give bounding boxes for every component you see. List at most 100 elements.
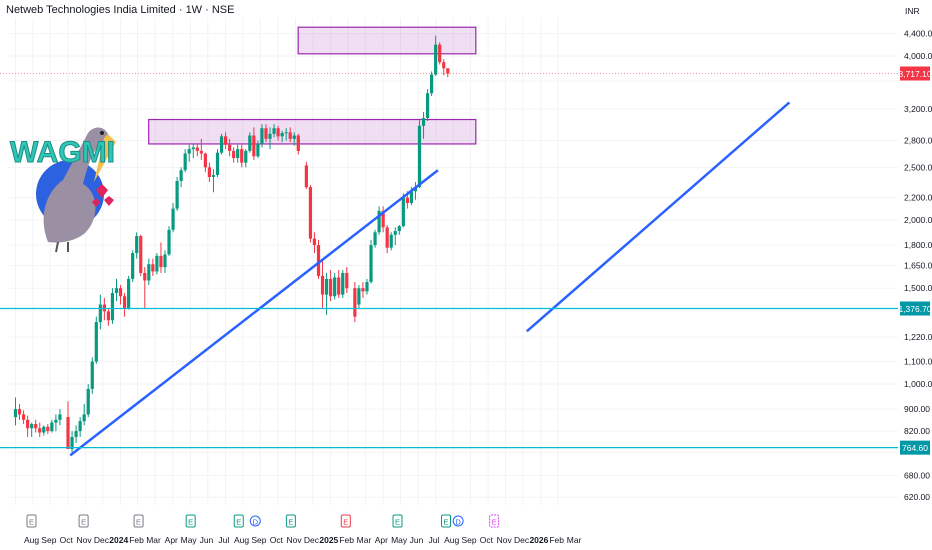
- candle-body: [131, 253, 135, 279]
- logo-text: WAGMI: [10, 136, 115, 169]
- time-tick-label: 2025: [319, 535, 338, 545]
- candle-body: [252, 135, 256, 157]
- dividend-marker[interactable]: D: [452, 515, 464, 527]
- dividend-marker[interactable]: D: [249, 515, 261, 527]
- earnings-marker[interactable]: E: [233, 514, 244, 528]
- candle-body: [98, 304, 102, 323]
- resistance-zone: [148, 118, 477, 145]
- time-tick-label: Jun: [200, 535, 214, 545]
- price-label-bg: [900, 440, 930, 455]
- event-marker-label: E: [395, 518, 400, 527]
- candle-body: [248, 135, 252, 151]
- candle-body: [405, 197, 409, 204]
- event-marker-label: D: [253, 518, 259, 527]
- time-tick-label: May: [181, 535, 198, 545]
- candle-body: [86, 388, 90, 415]
- candle-body: [308, 187, 313, 239]
- time-tick-label: Oct: [480, 535, 494, 545]
- candle-body: [244, 150, 248, 163]
- candle-body: [82, 414, 86, 422]
- candle-body: [369, 245, 373, 282]
- candle-body: [284, 132, 288, 134]
- event-marker-label: E: [29, 518, 34, 527]
- time-tick-label: 2024: [109, 535, 128, 545]
- candle-body: [17, 409, 22, 415]
- candle-body: [409, 191, 414, 204]
- candle-body: [268, 133, 272, 139]
- candle-body: [316, 245, 321, 276]
- candle-body: [155, 255, 159, 272]
- time-tick-label: Sep: [251, 535, 266, 545]
- candle-body: [179, 170, 183, 181]
- earnings-marker[interactable]: E: [392, 514, 403, 528]
- candle-body: [171, 208, 175, 230]
- candle-body: [30, 423, 34, 429]
- candle-body: [288, 132, 292, 139]
- time-tick-label: Nov: [497, 535, 513, 545]
- candle-body: [425, 93, 430, 118]
- time-tick-label: Nov: [287, 535, 303, 545]
- price-tick-label: 1,650.00: [904, 261, 932, 271]
- candle-body: [122, 296, 127, 308]
- candle-body: [421, 117, 426, 126]
- candle-body: [135, 236, 139, 254]
- logo-beak: [94, 134, 116, 182]
- price-tick-label: 2,800.00: [904, 136, 932, 146]
- trendline: [525, 101, 791, 333]
- time-tick-label: Jul: [428, 535, 439, 545]
- time-tick-label: Dec: [304, 535, 320, 545]
- price-tick-label: 2,200.00: [904, 193, 932, 203]
- candle-body: [70, 436, 74, 450]
- earnings-marker[interactable]: E: [285, 514, 296, 528]
- candle-body: [337, 277, 341, 295]
- earnings-marker[interactable]: E: [78, 514, 89, 528]
- candle-body: [38, 428, 42, 433]
- price-label: 1,376.70: [898, 304, 931, 314]
- candle-body: [292, 135, 296, 139]
- time-tick-label: Feb: [339, 535, 354, 545]
- candle-body: [195, 147, 199, 151]
- time-tick-label: Oct: [60, 535, 74, 545]
- time-tick-label: Jun: [410, 535, 424, 545]
- time-tick-label: Aug: [444, 535, 459, 545]
- candle-body: [361, 288, 365, 292]
- wagmi-logo: WAGMI: [10, 127, 116, 253]
- time-tick-label: Oct: [270, 535, 284, 545]
- candle-body: [341, 272, 345, 295]
- time-tick-label: Aug: [234, 535, 249, 545]
- candle-body: [203, 153, 207, 168]
- candle-body: [312, 238, 317, 246]
- event-marker-label: E: [236, 518, 241, 527]
- candle-body: [143, 272, 147, 281]
- earnings-marker[interactable]: E: [185, 514, 196, 528]
- candle-body: [207, 167, 212, 178]
- candle-body: [385, 227, 389, 248]
- currency-label: INR: [905, 6, 920, 16]
- earnings-marker[interactable]: E: [340, 514, 351, 528]
- candle-body: [21, 414, 26, 420]
- time-tick-label: Mar: [567, 535, 582, 545]
- time-tick-label: Feb: [129, 535, 144, 545]
- candle-body: [78, 421, 82, 432]
- candle-body: [66, 417, 70, 450]
- earnings-marker[interactable]: E: [26, 514, 37, 528]
- price-tick-label: 620.00: [904, 492, 930, 502]
- event-marker-label: E: [288, 518, 293, 527]
- price-tick-label: 1,100.00: [904, 357, 932, 367]
- earnings-marker[interactable]: E: [133, 514, 144, 528]
- earnings-marker[interactable]: E: [441, 514, 452, 528]
- time-tick-label: Sep: [461, 535, 476, 545]
- candle-body: [219, 136, 224, 153]
- candle-body: [199, 150, 203, 154]
- time-tick-label: Sep: [41, 535, 56, 545]
- earnings-marker-shape: [133, 514, 144, 528]
- time-tick-label: Feb: [549, 535, 564, 545]
- event-marker-label: E: [188, 518, 193, 527]
- candle-body: [90, 361, 94, 389]
- candle-body: [106, 311, 111, 321]
- candle-body: [54, 419, 58, 423]
- earnings-marker[interactable]: E: [489, 514, 500, 528]
- candle-body: [175, 180, 179, 209]
- earnings-marker-shape: [489, 514, 500, 528]
